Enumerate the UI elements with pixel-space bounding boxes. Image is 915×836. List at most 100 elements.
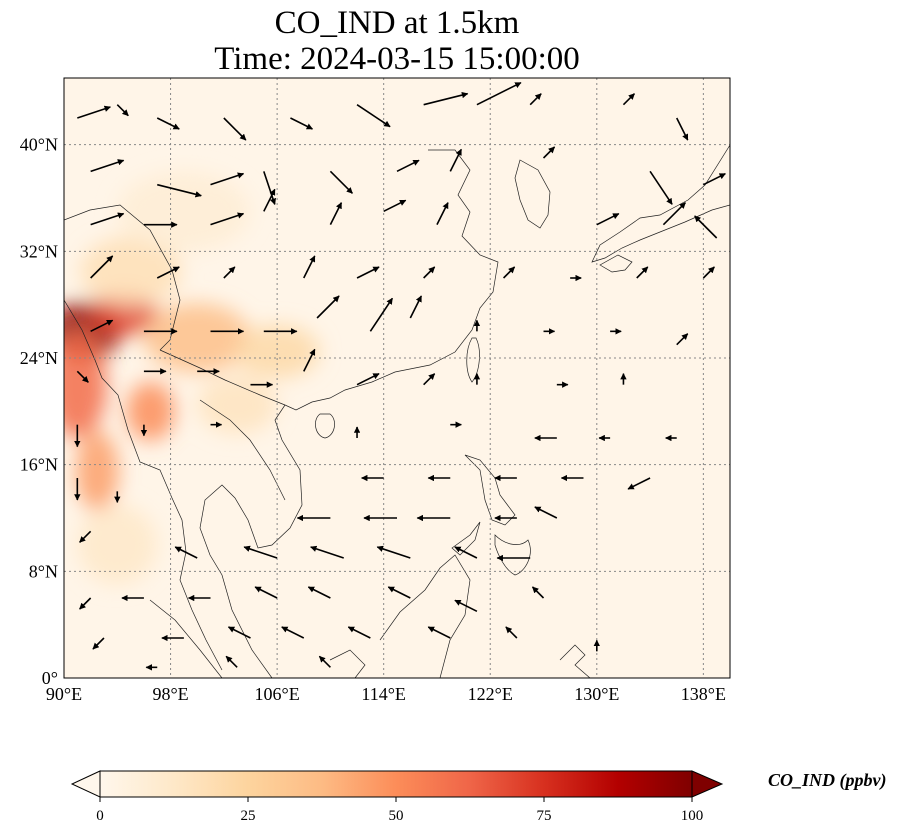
wind-arrow [534,506,558,519]
field-blob [234,324,320,379]
wind-arrow [702,266,715,279]
colorbar-label: CO_IND (ppbv) [768,770,887,790]
lat-tick-label: 16°N [20,455,58,475]
wind-arrow [281,626,305,639]
lat-tick-labels: 0° 8°N 16°N 24°N 32°N 40°N [20,135,58,688]
wind-arrow [307,586,331,599]
wind-arrow [436,202,449,226]
wind-arrow [225,655,238,668]
wind-arrow [396,159,420,173]
wind-arrow [290,117,314,130]
wind-arrow [676,117,689,141]
lon-tick-label: 114°E [361,684,406,704]
wind-arrow [529,93,542,106]
lon-tick-label: 106°E [255,684,300,704]
wind-arrow [423,91,469,106]
colorbar-extend-max [691,770,724,798]
wind-arrow [409,295,423,319]
wind-arrow [454,599,478,613]
wind-arrow [243,545,278,559]
wind-arrow [427,626,451,639]
wind-arrow [449,148,462,172]
wind-arrow [90,159,125,173]
wind-arrow [356,372,380,386]
wind-arrow [210,212,245,226]
lon-tick-label: 90°E [46,684,82,704]
wind-arrow [210,172,245,186]
wind-arrow [90,319,114,333]
wind-arrow [310,545,344,559]
field-blob [197,375,278,434]
wind-arrow [303,255,316,279]
lat-tick-label: 32°N [20,241,58,261]
wind-arrow [383,199,407,213]
wind-arrow [223,266,236,279]
lat-tick-label: 8°N [29,561,58,581]
wind-arrow [505,626,518,639]
lon-tick-label: 138°E [681,684,726,704]
map-background [64,78,730,678]
wind-arrow [316,295,340,319]
wind-arrow [423,266,436,279]
wind-arrow [502,266,516,279]
field-blob [126,382,175,441]
field-blob [117,171,251,252]
wind-arrow [454,546,478,559]
wind-vectors [74,81,726,671]
wind-arrow [329,170,353,194]
wind-arrow [542,146,556,159]
lon-tick-label: 130°E [574,684,619,704]
wind-arrow [596,212,620,226]
wind-arrow [423,373,436,386]
lon-tick-label: 122°E [468,684,513,704]
colorbar-gradient [100,771,692,797]
wind-arrow [254,586,278,599]
colorbar-tick-label: 100 [681,808,704,824]
map-frame [63,77,731,679]
wind-arrow [318,655,331,668]
lat-tick-label: 24°N [20,348,58,368]
wind-arrow [636,266,649,279]
wind-arrow [174,546,198,559]
wind-arrow [356,266,380,279]
wind-arrow [662,202,686,226]
field-blob [77,504,158,585]
lat-tick-label: 40°N [20,135,58,155]
wind-arrow [622,93,636,106]
wind-arrow [329,202,343,226]
wind-arrow [156,117,180,130]
wind-arrow [227,626,251,639]
wind-arrow [369,297,394,332]
lat-tick-label: 0° [42,668,58,688]
wind-arrow [347,626,371,639]
wind-arrow [376,545,411,559]
wind-arrow [356,104,391,128]
colorbar-ticks: 0 25 50 75 100 [96,797,703,824]
wind-arrow [77,105,111,119]
wind-arrow [90,255,114,279]
wind-arrow [263,171,277,205]
wind-arrow [92,637,105,650]
colorbar-tick-label: 75 [537,808,552,824]
wind-arrow [627,477,651,490]
wind-arrow [676,333,689,346]
wind-arrow [387,586,411,599]
chart-subtitle: Time: 2024-03-15 15:00:00 [214,41,580,77]
wind-arrow [476,81,522,106]
wind-arrow [531,586,545,599]
colorbar-tick-label: 0 [96,808,104,824]
colorbar-extend-min [70,770,101,798]
lon-tick-labels: 90°E 98°E 106°E 114°E 122°E 130°E 138°E [46,684,726,704]
colorbar-tick-label: 25 [241,808,256,824]
wind-arrow [79,530,92,543]
wind-arrow [156,266,180,279]
chart-title: CO_IND at 1.5km [274,5,520,41]
gridlines [63,78,730,679]
wind-arrow [79,597,92,610]
colorbar: 0 25 50 75 100 [70,770,724,824]
wind-arrow [649,170,673,205]
field-blob [143,303,251,373]
field-blob [79,236,182,306]
wind-arrow [703,172,726,186]
